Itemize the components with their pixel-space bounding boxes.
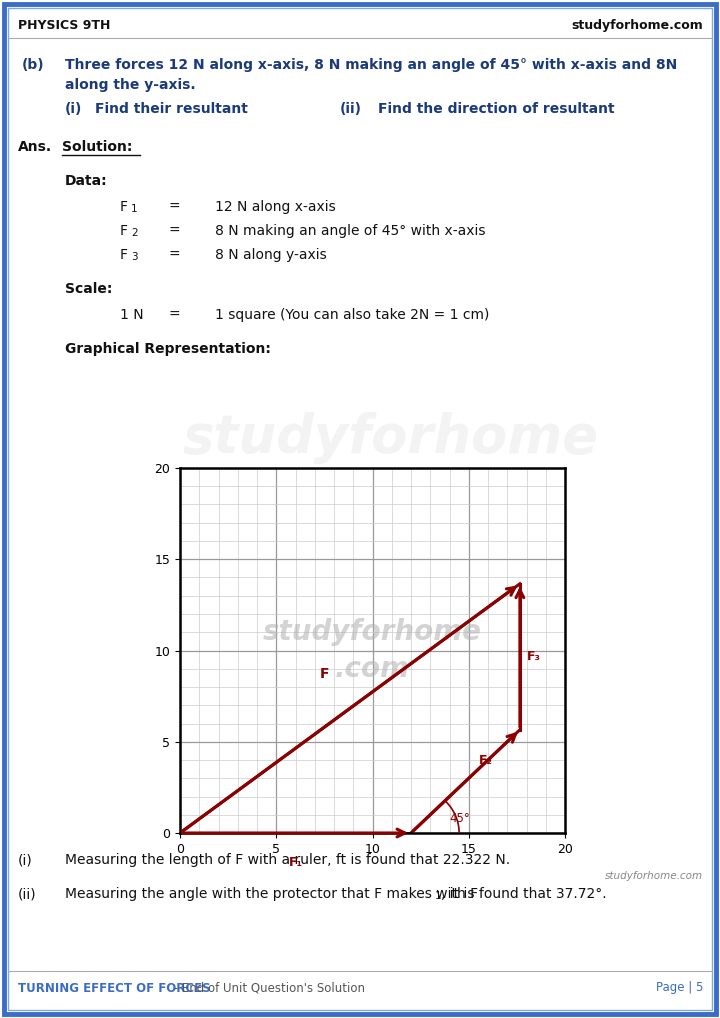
Text: (b): (b) (22, 58, 45, 72)
Text: F₂: F₂ (478, 753, 492, 767)
Text: 2: 2 (131, 228, 138, 238)
Text: Ans.: Ans. (18, 140, 52, 154)
Text: Graphical Representation:: Graphical Representation: (65, 342, 271, 356)
Text: =: = (168, 308, 179, 322)
Text: Scale:: Scale: (65, 282, 112, 296)
Text: 1: 1 (435, 891, 441, 901)
Text: .com: .com (335, 655, 410, 683)
Text: =: = (168, 248, 179, 262)
Text: F: F (120, 248, 128, 262)
Text: F: F (120, 200, 128, 214)
Text: (i): (i) (18, 853, 32, 867)
Text: F: F (120, 224, 128, 238)
Text: Measuring the angle with the protector that F makes with F: Measuring the angle with the protector t… (65, 887, 478, 901)
Text: (ii): (ii) (340, 102, 362, 116)
Text: 3: 3 (131, 252, 138, 262)
Text: Page | 5: Page | 5 (656, 981, 703, 995)
Text: F: F (320, 667, 329, 681)
Text: (i): (i) (65, 102, 82, 116)
Text: , it is found that 37.72°.: , it is found that 37.72°. (441, 887, 607, 901)
Text: 12 N along x-axis: 12 N along x-axis (215, 200, 336, 214)
Text: TURNING EFFECT OF FORCES: TURNING EFFECT OF FORCES (18, 981, 211, 995)
Text: Three forces 12 N along x-axis, 8 N making an angle of 45° with x-axis and 8N: Three forces 12 N along x-axis, 8 N maki… (65, 58, 678, 72)
Text: along the y-axis.: along the y-axis. (65, 78, 196, 92)
Text: F₁: F₁ (289, 856, 302, 868)
Text: studyforhome: studyforhome (263, 618, 482, 646)
Text: studyforhome.com: studyforhome.com (571, 18, 703, 32)
Text: - End of Unit Question's Solution: - End of Unit Question's Solution (170, 981, 365, 995)
Text: studyforhome.com: studyforhome.com (605, 871, 703, 881)
Text: Measuring the length of F with a ruler, ft is found that 22.322 N.: Measuring the length of F with a ruler, … (65, 853, 510, 867)
Text: 1 N: 1 N (120, 308, 143, 322)
Text: Solution:: Solution: (62, 140, 132, 154)
Text: =: = (168, 200, 179, 214)
Text: 8 N making an angle of 45° with x-axis: 8 N making an angle of 45° with x-axis (215, 224, 485, 238)
Text: Data:: Data: (65, 174, 107, 188)
Text: Find their resultant: Find their resultant (95, 102, 248, 116)
Text: 45°: 45° (449, 812, 470, 825)
Text: Find the direction of resultant: Find the direction of resultant (378, 102, 615, 116)
Text: 8 N along y-axis: 8 N along y-axis (215, 248, 327, 262)
Text: 1: 1 (131, 204, 138, 214)
Text: studyforhome
.com: studyforhome .com (182, 412, 598, 524)
Text: =: = (168, 224, 179, 238)
Text: (ii): (ii) (18, 887, 37, 901)
Text: PHYSICS 9TH: PHYSICS 9TH (18, 18, 110, 32)
Text: 1 square (You can also take 2N = 1 cm): 1 square (You can also take 2N = 1 cm) (215, 308, 490, 322)
Text: F₃: F₃ (526, 649, 541, 663)
